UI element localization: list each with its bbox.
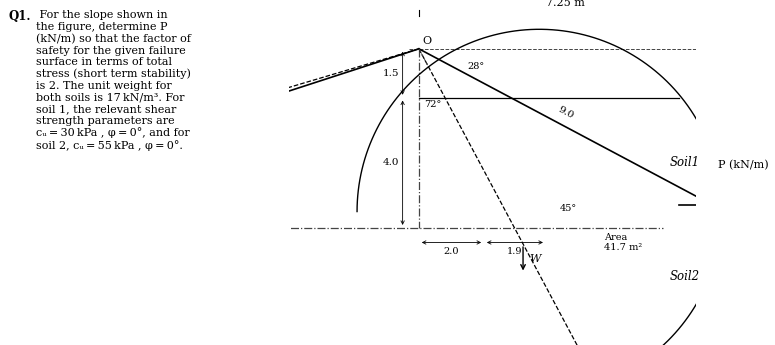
Text: 2.0: 2.0 — [444, 247, 460, 256]
Text: 7.25 m: 7.25 m — [546, 0, 585, 8]
Text: Soil2: Soil2 — [670, 270, 700, 283]
Text: W: W — [529, 254, 541, 264]
Text: P (kN/m): P (kN/m) — [718, 160, 769, 171]
Text: 1.5: 1.5 — [383, 69, 399, 78]
Bar — [714, 204, 732, 216]
Text: Soil1: Soil1 — [670, 156, 700, 169]
Text: 9.0: 9.0 — [556, 105, 575, 121]
Text: For the slope shown in
the figure, determine P
(kN/m) so that the factor of
safe: For the slope shown in the figure, deter… — [36, 10, 191, 151]
Text: 28°: 28° — [468, 62, 485, 71]
Text: 45°: 45° — [560, 204, 577, 213]
Text: O: O — [422, 36, 431, 46]
Text: 72°: 72° — [424, 100, 441, 109]
Text: 4.0: 4.0 — [383, 158, 399, 167]
Text: Area
41.7 m²: Area 41.7 m² — [604, 233, 642, 252]
Text: 1.9: 1.9 — [507, 247, 522, 256]
Text: Q1.: Q1. — [9, 10, 31, 23]
